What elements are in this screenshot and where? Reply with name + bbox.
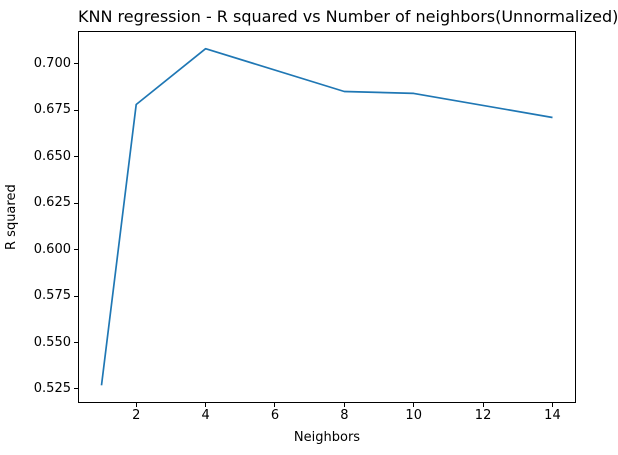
y-tick-label: 0.675 <box>33 102 71 118</box>
x-tick-label: 4 <box>201 408 210 423</box>
y-tick-mark <box>74 295 78 297</box>
y-tick-label: 0.700 <box>33 55 71 71</box>
x-tick-label: 12 <box>474 408 492 423</box>
y-tick-mark <box>74 63 78 65</box>
x-tick-mark <box>551 403 553 407</box>
y-tick-mark <box>74 249 78 251</box>
x-tick-label: 6 <box>270 408 280 423</box>
y-tick-mark <box>74 342 78 343</box>
y-tick-label: 0.600 <box>33 241 71 257</box>
y-tick-mark <box>74 202 78 204</box>
r-squared-line <box>100 47 553 386</box>
plot-area <box>78 31 576 403</box>
y-tick-label: 0.625 <box>33 195 71 211</box>
y-tick-label: 0.525 <box>33 380 71 396</box>
y-tick-mark <box>74 156 78 158</box>
x-tick-label: 14 <box>544 408 561 423</box>
x-tick-mark <box>413 403 415 407</box>
y-tick-mark <box>74 109 78 111</box>
y-tick-label: 0.650 <box>33 148 71 164</box>
x-tick-mark <box>135 403 137 407</box>
x-tick-label: 8 <box>340 408 349 423</box>
x-tick-mark <box>482 403 484 407</box>
x-tick-label: 10 <box>405 408 422 423</box>
x-tick-mark <box>205 403 207 407</box>
y-tick-label: 0.550 <box>33 334 71 350</box>
chart-title: KNN regression - R squared vs Number of … <box>78 7 618 26</box>
x-tick-label: 2 <box>132 408 141 423</box>
y-tick-mark <box>74 388 78 390</box>
x-axis-label: Neighbors <box>293 430 361 445</box>
line-plot-svg <box>100 47 553 386</box>
y-tick-label: 0.575 <box>33 288 71 304</box>
x-tick-mark <box>343 403 345 407</box>
x-tick-mark <box>274 403 276 407</box>
